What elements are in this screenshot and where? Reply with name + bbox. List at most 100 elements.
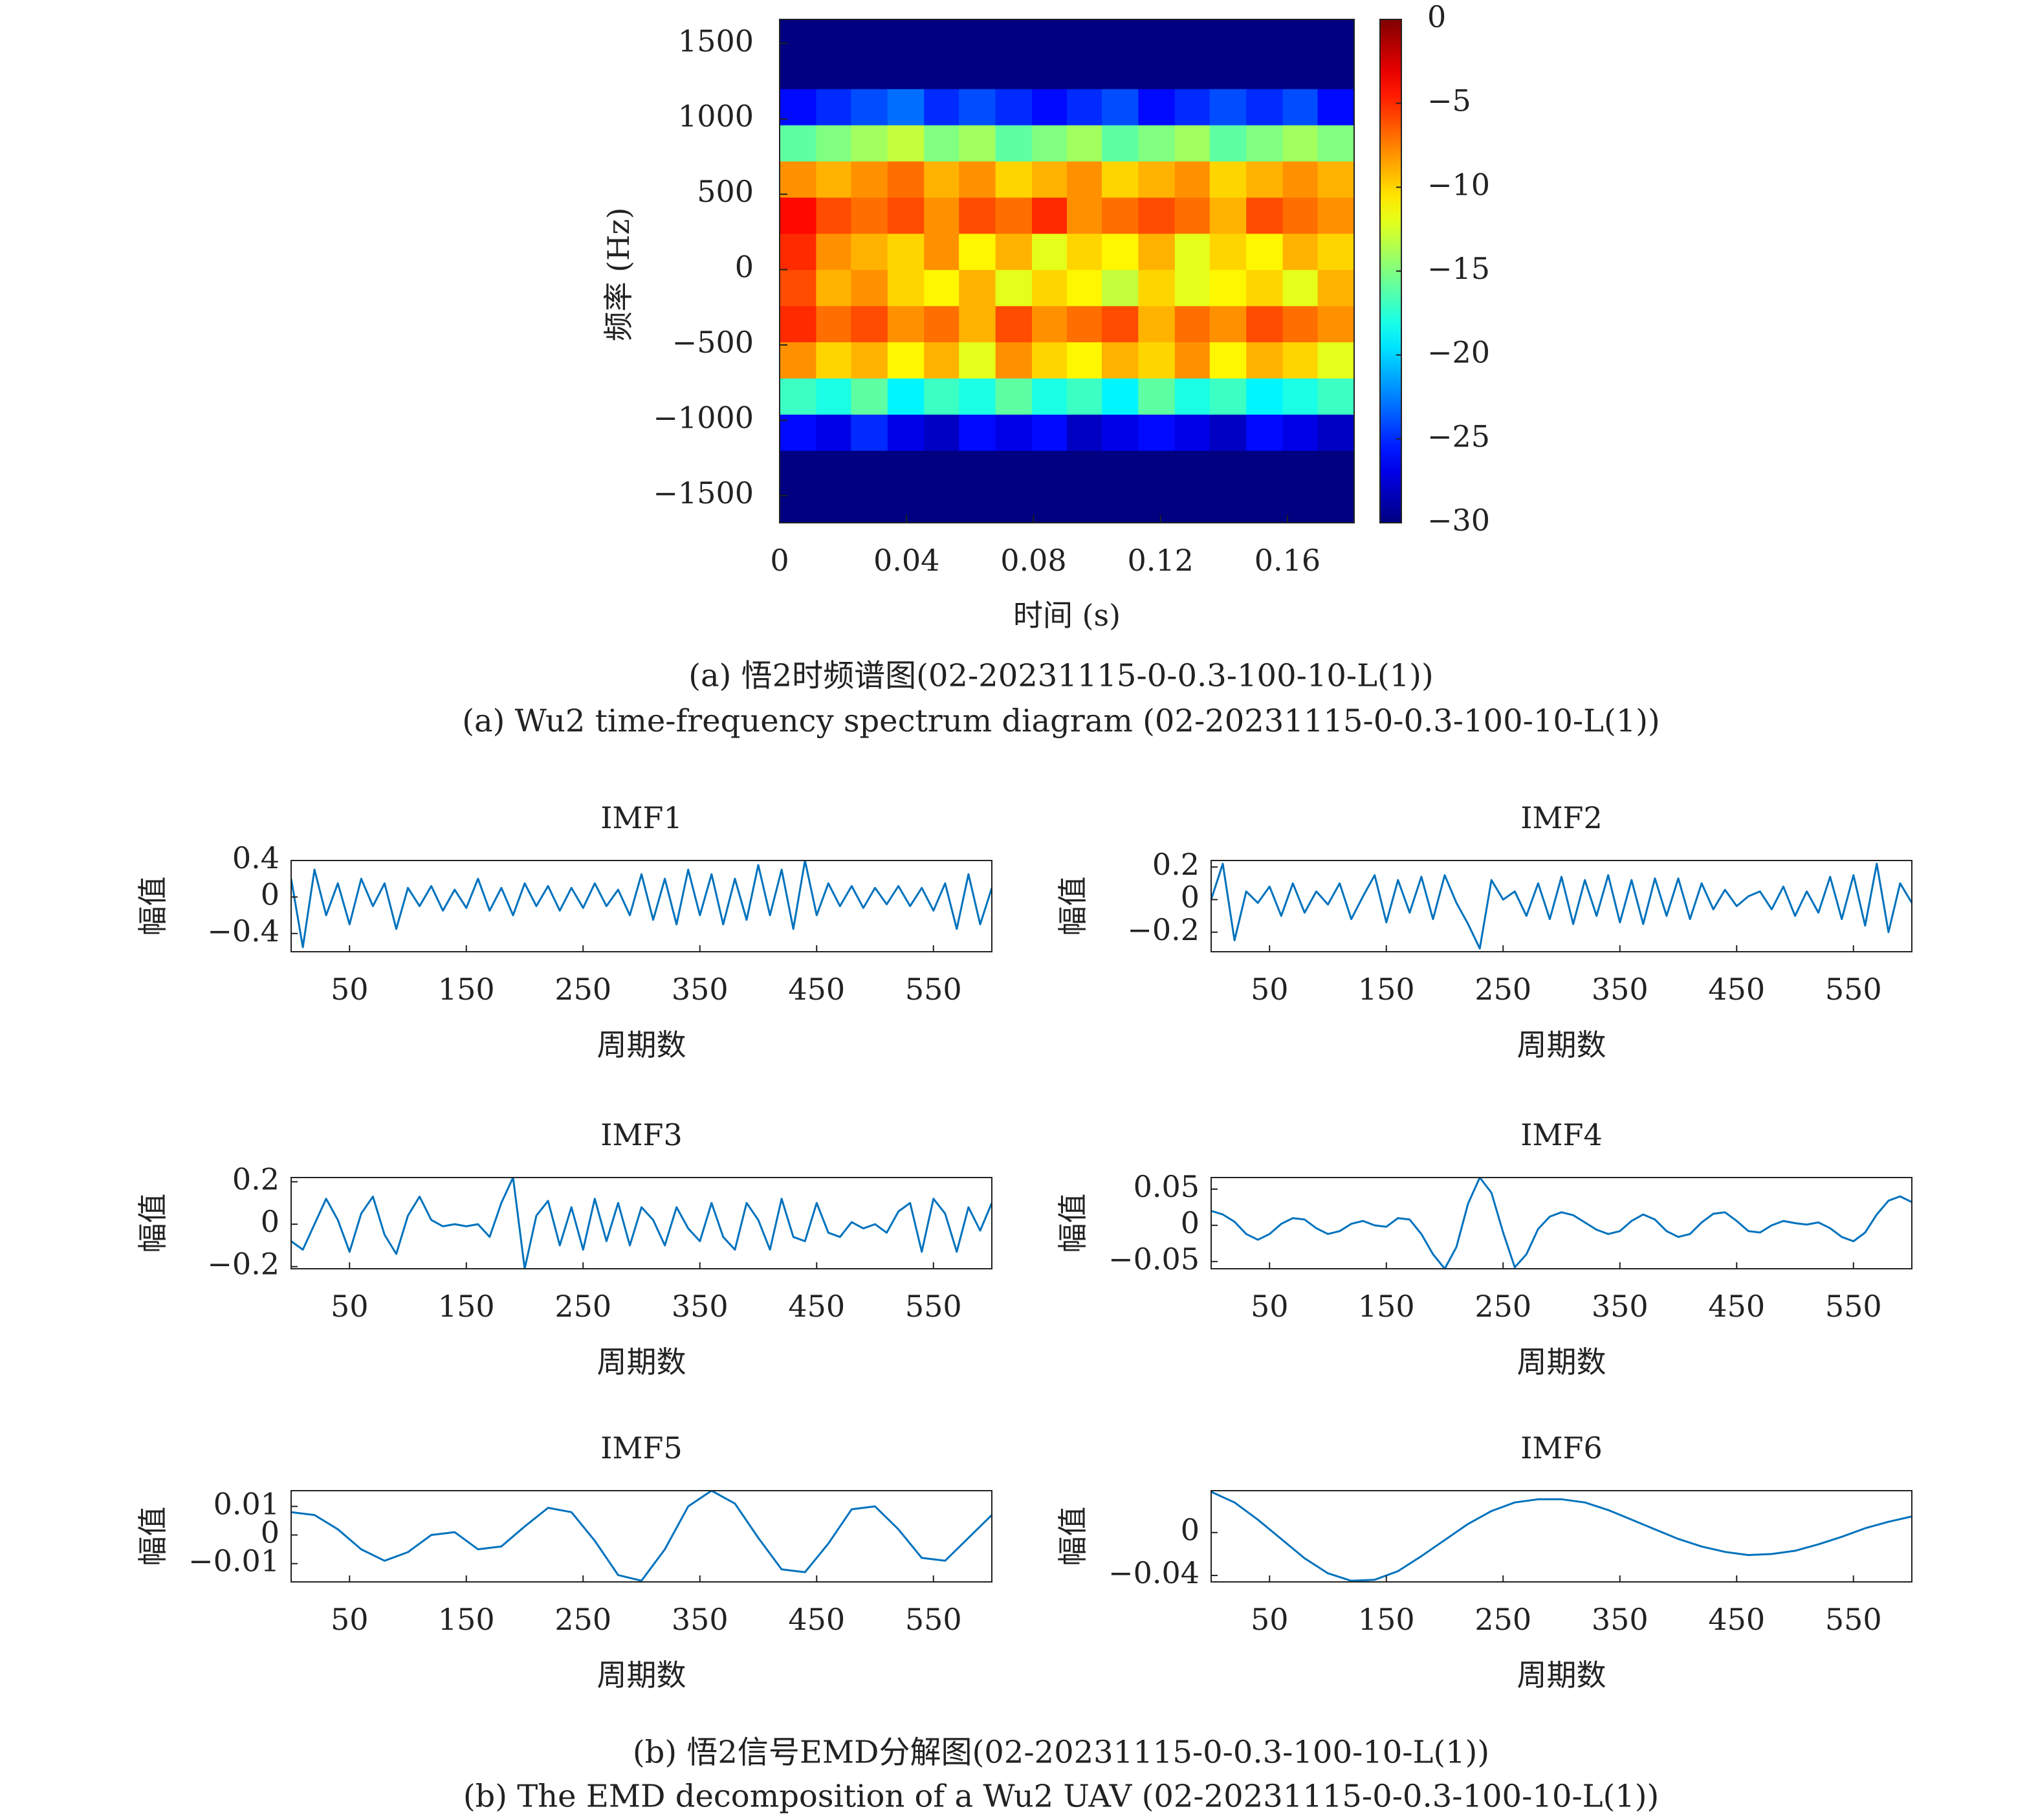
heatmap-cell xyxy=(887,197,925,234)
y-axis-label: 幅值 xyxy=(1055,877,1090,936)
heatmap-cell xyxy=(816,52,851,89)
x-tick-label: 450 xyxy=(1708,972,1765,1007)
heatmap-cell xyxy=(1174,52,1211,89)
heatmap-cell xyxy=(1101,487,1139,523)
heatmap-cell xyxy=(959,19,996,53)
heatmap-cell xyxy=(851,487,888,523)
heatmap-cell xyxy=(1209,52,1247,89)
heatmap-cell xyxy=(1246,52,1284,89)
y-tick-label: 0.01 xyxy=(214,1486,279,1521)
heatmap-cell xyxy=(1101,450,1139,487)
y-tick-label: 0 xyxy=(261,1515,279,1550)
x-tick-label: 50 xyxy=(331,972,369,1007)
heatmap-cell xyxy=(1174,487,1211,523)
heatmap-cell xyxy=(887,52,925,89)
caption-a-en: (a) Wu2 time-frequency spectrum diagram … xyxy=(462,703,1660,740)
y-tick-label: 0.4 xyxy=(232,840,279,875)
heatmap-cell xyxy=(1282,125,1319,162)
heatmap-cell xyxy=(1174,160,1211,198)
heatmap-cell xyxy=(1067,487,1102,523)
heatmap-cell xyxy=(1138,52,1176,89)
x-tick-label: 550 xyxy=(1825,972,1882,1007)
heatmap-cell xyxy=(959,487,996,523)
heatmap-cell xyxy=(780,160,817,198)
heatmap-cell xyxy=(959,233,996,270)
colorbar-tick-label: 0 xyxy=(1427,0,1446,34)
heatmap-cell xyxy=(1282,269,1319,307)
heatmap-cell xyxy=(780,19,817,53)
heatmap-cell xyxy=(1246,269,1284,307)
colorbar-tick-label: −20 xyxy=(1427,335,1490,370)
plot-frame xyxy=(1211,860,1912,952)
heatmap-cell xyxy=(1138,233,1176,270)
heatmap-cell xyxy=(780,233,817,270)
colorbar-tick-label: −30 xyxy=(1427,503,1490,538)
heatmap-cell xyxy=(959,160,996,198)
heatmap-cell xyxy=(1032,89,1068,126)
heatmap-cell xyxy=(816,19,851,53)
x-tick-label: 550 xyxy=(1825,1289,1882,1324)
x-tick-label: 50 xyxy=(331,1602,369,1637)
heatmap-cell xyxy=(1138,305,1176,343)
plot-frame xyxy=(1211,1177,1912,1269)
heatmap-cell xyxy=(1246,487,1284,523)
x-tick-label: 150 xyxy=(438,972,495,1007)
x-tick-label: 350 xyxy=(1592,1602,1649,1637)
heatmap-cell xyxy=(924,305,959,343)
heatmap-cell xyxy=(887,160,925,198)
heatmap-cell xyxy=(780,52,817,89)
heatmap-cell xyxy=(995,89,1033,126)
heatmap-cell xyxy=(1317,19,1355,53)
heatmap-cell xyxy=(1032,414,1068,451)
heatmap-cell xyxy=(1138,414,1176,451)
heatmap-cell xyxy=(780,269,817,307)
heatmap-cell xyxy=(780,89,817,126)
heatmap-cell xyxy=(1174,197,1211,234)
heatmap-cell xyxy=(851,233,888,270)
heatmap-cell xyxy=(1282,89,1319,126)
heatmap-cell xyxy=(780,342,817,378)
y-axis-label: 幅值 xyxy=(135,877,170,936)
heatmap-cell xyxy=(1174,450,1211,487)
heatmap-cell xyxy=(1282,160,1319,198)
heatmap-cell xyxy=(1067,342,1102,378)
x-axis-label: 周期数 xyxy=(1517,1027,1606,1062)
heatmap-cell xyxy=(1138,487,1176,523)
heatmap-cell xyxy=(959,378,996,415)
heatmap-cell xyxy=(780,487,817,523)
heatmap-cell xyxy=(1067,378,1102,415)
y-tick-label: 0 xyxy=(1181,879,1200,914)
y-tick-label: 0 xyxy=(261,1204,279,1239)
heatmap-cell xyxy=(1209,305,1247,343)
heatmap-cell xyxy=(1101,233,1139,270)
heatmap-cell xyxy=(1246,342,1284,378)
caption-a-zh: (a) 悟2时频谱图(02-20231115-0-0.3-100-10-L(1)… xyxy=(688,658,1433,694)
x-axis-label: 周期数 xyxy=(597,1027,686,1062)
heatmap-cell xyxy=(1317,342,1355,378)
heatmap-cell xyxy=(816,269,851,307)
heatmap-cell xyxy=(1032,342,1068,378)
heatmap-cell xyxy=(851,414,888,451)
heatmap-cell xyxy=(1032,233,1068,270)
heatmap-cell xyxy=(1101,378,1139,415)
y-tick-label: 0 xyxy=(1181,1513,1200,1548)
heatmap-cell xyxy=(780,450,817,487)
plot-frame xyxy=(1211,1490,1912,1583)
heatmap-cell xyxy=(1317,487,1355,523)
x-axis-label: 周期数 xyxy=(597,1344,686,1379)
heatmap-cell xyxy=(1209,233,1247,270)
x-tick-label: 250 xyxy=(1474,1289,1531,1324)
colorbar-tick-label: −25 xyxy=(1427,419,1490,454)
x-tick-label: 550 xyxy=(905,1289,962,1324)
signal-line xyxy=(291,1178,992,1269)
heatmap-cell xyxy=(1101,52,1139,89)
heatmap-cell xyxy=(924,233,959,270)
heatmap-cell xyxy=(924,160,959,198)
heatmap-cell xyxy=(959,89,996,126)
y-axis-label: 幅值 xyxy=(135,1507,170,1566)
heatmap-cell xyxy=(995,125,1033,162)
heatmap-cell xyxy=(816,378,851,415)
signal-line xyxy=(1211,1491,1912,1582)
heatmap-cell xyxy=(1282,487,1319,523)
y-tick-label: 0.05 xyxy=(1134,1169,1200,1204)
